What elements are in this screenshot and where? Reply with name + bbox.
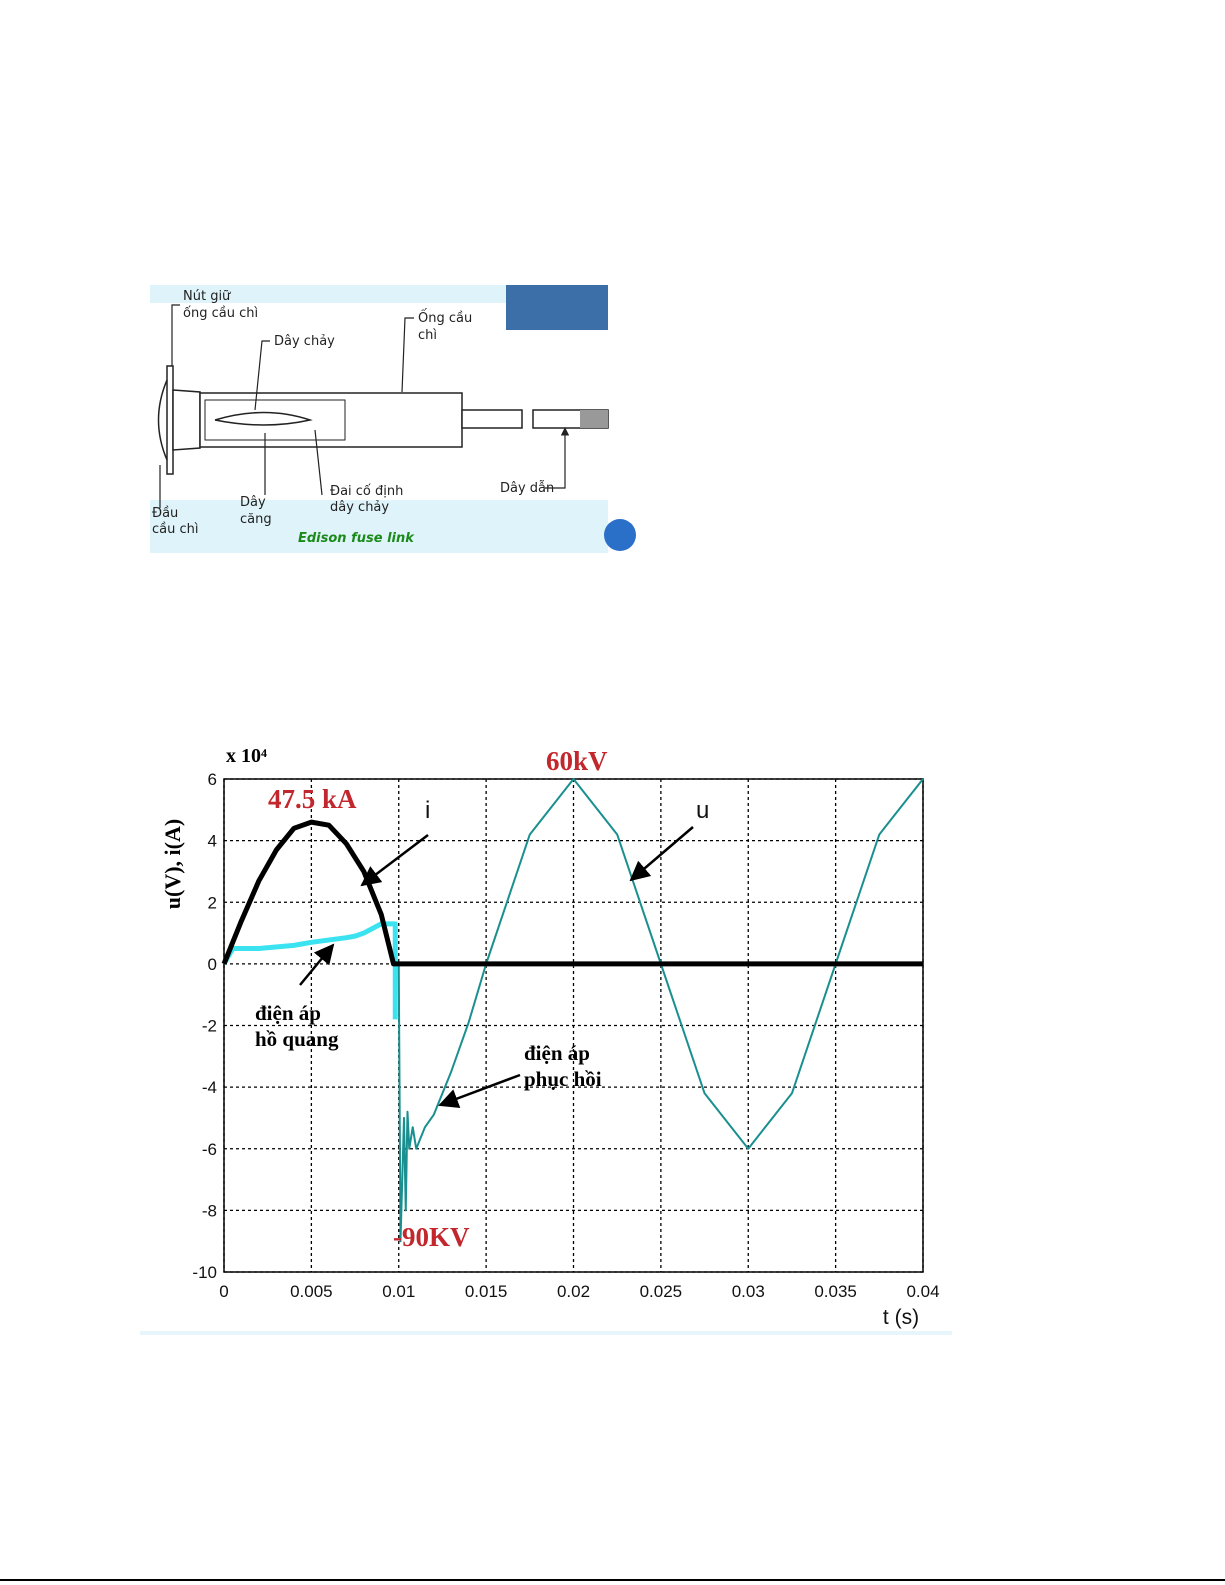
annotation-line: điện áp	[255, 1001, 321, 1025]
y-tick-label: 2	[208, 893, 217, 912]
label: Đầu cầu chì	[152, 506, 198, 537]
corner-icon	[604, 519, 636, 551]
label: Ống cầu chì	[418, 309, 472, 343]
y-tick-label: -8	[202, 1201, 217, 1220]
y-tick-label: 0	[208, 955, 217, 974]
x-tick-label: 0.035	[814, 1282, 857, 1301]
caption: Edison fuse link	[298, 531, 415, 546]
series-line	[397, 778, 924, 1243]
cap	[157, 379, 168, 461]
label: Dây chảy	[274, 334, 335, 349]
annotation: điện áp hồ quang	[255, 1001, 339, 1051]
multiplier: x 10⁴	[226, 745, 267, 767]
lead-braid	[580, 410, 608, 428]
rod	[461, 409, 523, 429]
annotation-line: 47.5 kA	[268, 784, 357, 814]
inner	[204, 399, 346, 441]
holder	[166, 365, 174, 475]
tube	[199, 392, 463, 448]
label: Dây căng	[240, 495, 272, 527]
x-tick-label: 0.01	[382, 1282, 415, 1301]
arrow	[629, 826, 694, 882]
chart-bottom-band	[140, 1331, 952, 1335]
fuse-diagram: Nút giữ ống cầu chì Dây chảy Ống cầu chì Đ…	[150, 285, 636, 553]
leaders	[159, 304, 570, 508]
x-tick-label: 0.04	[906, 1282, 939, 1301]
head	[172, 389, 201, 451]
y-tick-label: -2	[202, 1017, 217, 1036]
y-tick-label: -4	[202, 1078, 217, 1097]
x-tick-label: 0.015	[465, 1282, 508, 1301]
label: Nút giữ ống cầu chì	[183, 289, 258, 321]
x-axis-label: t (s)	[883, 1306, 919, 1329]
annotation: 60kV	[546, 746, 608, 776]
series-line	[221, 819, 923, 967]
y-tick-label: -10	[192, 1263, 217, 1282]
chart: -10 -8 -6 -4 -2 0 2 4 6 0 0.005 0.01 0.015 0.02 0.025 0…	[160, 745, 940, 1329]
annotation: -90KV	[393, 1222, 470, 1252]
x-tick-label: 0	[219, 1282, 228, 1301]
y-tick-label: 4	[208, 832, 217, 851]
annotation-line: điện áp	[524, 1041, 590, 1065]
x-tick-label: 0.03	[732, 1282, 765, 1301]
annotation: điện áp phục hồi	[524, 1041, 602, 1091]
arrow	[299, 943, 335, 986]
fuse-wire	[214, 411, 313, 426]
y-tick-label: -6	[202, 1140, 217, 1159]
arrow	[438, 1073, 521, 1109]
corner-image	[506, 285, 608, 330]
annotation-line: -90KV	[393, 1222, 470, 1252]
band	[150, 285, 608, 303]
label: Dây dẫn	[500, 481, 554, 496]
series-label: i	[425, 797, 430, 824]
annotation: 47.5 kA	[268, 784, 357, 814]
x-tick-label: 0.02	[557, 1282, 590, 1301]
band	[150, 500, 608, 553]
annotation-line: hồ quang	[255, 1027, 339, 1051]
annotation-line: phục hồi	[524, 1067, 602, 1091]
y-axis-label: u(V), i(A)	[160, 819, 185, 909]
x-tick-label: 0.005	[290, 1282, 333, 1301]
series-label: u	[696, 797, 709, 824]
page-rule	[0, 1579, 1225, 1581]
annotation-line: 60kV	[546, 746, 608, 776]
x-tick-label: 0.025	[640, 1282, 683, 1301]
y-tick-label: 6	[208, 770, 217, 789]
arrow	[360, 834, 429, 887]
label: Đai cố định dây chảy	[330, 484, 403, 515]
